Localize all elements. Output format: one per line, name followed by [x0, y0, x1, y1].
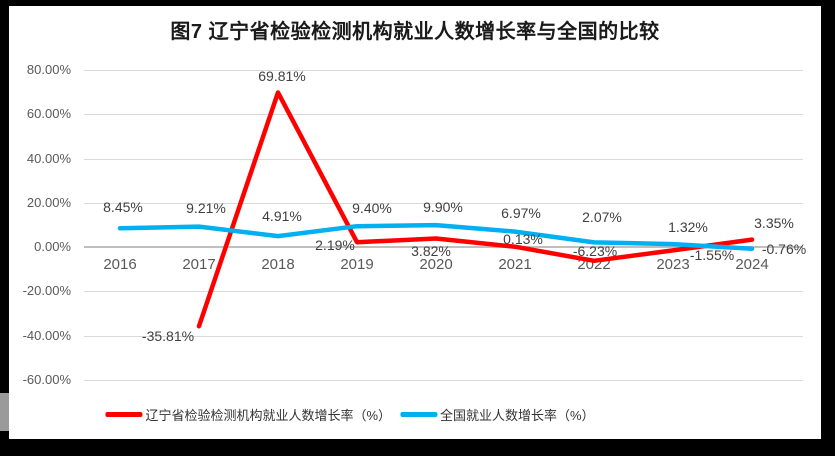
- data-label-national: 4.91%: [262, 208, 302, 225]
- gridline: [84, 114, 803, 115]
- data-label-liaoning: -1.55%: [689, 247, 735, 264]
- legend-item-liaoning: 辽宁省检验检测机构就业人数增长率（%）: [105, 405, 391, 424]
- x-tick-label: 2023: [656, 256, 690, 273]
- data-label-national: 9.40%: [352, 200, 392, 217]
- y-tick-label: -20.00%: [22, 283, 71, 299]
- legend-item-national: 全国就业人数增长率（%）: [400, 405, 595, 424]
- data-label-national: -0.76%: [761, 240, 807, 257]
- data-label-national: 2.07%: [582, 209, 622, 226]
- frame-border-artifact: [0, 393, 9, 431]
- x-tick-label: 2019: [340, 256, 374, 273]
- data-label-liaoning: 3.82%: [411, 242, 451, 259]
- legend-line-icon: [400, 412, 437, 417]
- y-tick-label: -40.00%: [22, 327, 71, 343]
- x-tick-label: 2017: [182, 256, 216, 273]
- chart-title: 图7 辽宁省检验检测机构就业人数增长率与全国的比较: [170, 21, 660, 43]
- legend-label: 全国就业人数增长率（%）: [440, 408, 595, 423]
- series-layer: [117, 90, 755, 329]
- plot-area: 80.00% 60.00% 40.00% 20.00% 0.00% -20.00% -40.…: [9, 6, 821, 439]
- y-tick-label: 20.00%: [26, 194, 71, 210]
- y-tick-label: 80.00%: [26, 62, 71, 77]
- gridline: [84, 380, 803, 381]
- legend-line-icon: [105, 412, 143, 417]
- x-tick-label: 2016: [103, 256, 137, 273]
- gridline: [84, 336, 803, 337]
- x-tick-label: 2020: [419, 256, 453, 273]
- data-label-national: 8.45%: [103, 199, 143, 216]
- x-axis-line: [84, 246, 803, 248]
- y-tick-label: 40.00%: [26, 150, 71, 166]
- legend-label: 辽宁省检验检测机构就业人数增长率（%）: [145, 408, 391, 423]
- x-tick-label: 2018: [261, 256, 295, 273]
- data-label-liaoning: 3.35%: [754, 214, 794, 231]
- data-label-national: 9.21%: [186, 199, 226, 216]
- x-tick-label: 2024: [735, 256, 769, 273]
- chart-panel: 图7 辽宁省检验检测机构就业人数增长率与全国的比较 80.00% 60.00% 40…: [9, 6, 821, 439]
- y-tick-label: 60.00%: [26, 106, 71, 122]
- gridline: [84, 203, 803, 204]
- data-label-national: 9.90%: [423, 199, 463, 216]
- data-label-national: 1.32%: [668, 219, 708, 236]
- data-label-liaoning: 69.81%: [258, 67, 306, 84]
- series-line-national: [117, 222, 755, 251]
- data-label-liaoning: 0.13%: [503, 230, 543, 247]
- data-label-liaoning: 2.19%: [315, 237, 355, 254]
- series-line-liaoning: [196, 90, 755, 329]
- gridline: [84, 70, 803, 71]
- y-tick-label: -60.00%: [22, 371, 71, 387]
- data-label-national: 6.97%: [501, 204, 541, 221]
- gridline: [84, 159, 803, 160]
- data-label-liaoning: -6.23%: [572, 242, 618, 259]
- data-label-liaoning: -35.81%: [141, 328, 195, 345]
- chart-legend: 辽宁省检验检测机构就业人数增长率（%） 全国就业人数增长率（%）: [105, 405, 595, 424]
- gridline: [84, 291, 803, 292]
- x-tick-label: 2021: [498, 256, 532, 273]
- y-tick-label: 0.00%: [34, 239, 71, 254]
